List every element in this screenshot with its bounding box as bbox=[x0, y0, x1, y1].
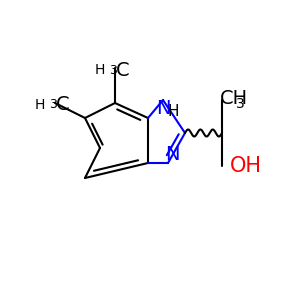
Text: 3: 3 bbox=[236, 97, 244, 111]
Text: 3: 3 bbox=[49, 98, 57, 112]
Text: 3: 3 bbox=[109, 64, 117, 76]
Text: N: N bbox=[156, 98, 170, 118]
Text: C: C bbox=[56, 95, 70, 115]
Text: H: H bbox=[167, 104, 179, 119]
Text: CH: CH bbox=[220, 88, 248, 107]
Text: C: C bbox=[116, 61, 130, 80]
Text: H: H bbox=[34, 98, 45, 112]
Text: OH: OH bbox=[230, 156, 262, 176]
Text: H: H bbox=[94, 63, 105, 77]
Text: N: N bbox=[165, 146, 179, 164]
